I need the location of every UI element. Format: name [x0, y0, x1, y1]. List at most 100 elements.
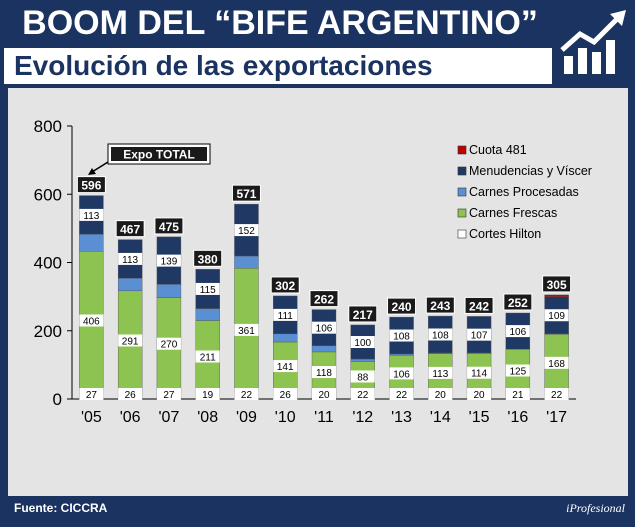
total-label: 571: [236, 187, 256, 201]
bar-segment: [234, 255, 259, 269]
x-tick-label: '05: [81, 409, 102, 426]
data-label-box: [389, 367, 414, 380]
data-label: 19: [202, 390, 214, 401]
data-label: 108: [393, 332, 410, 343]
data-label-box: [273, 388, 298, 400]
y-tick-label: 600: [34, 185, 62, 204]
data-label: 406: [83, 317, 100, 328]
bar-segment: [389, 353, 414, 356]
data-label: 88: [357, 372, 369, 383]
data-label: 141: [277, 362, 294, 373]
legend-label: Carnes Procesadas: [469, 185, 579, 199]
data-label-box: [505, 325, 530, 338]
data-label-box: [234, 323, 259, 336]
legend-label: Cuota 481: [469, 143, 527, 157]
data-label: 107: [471, 331, 488, 342]
data-label: 125: [510, 367, 527, 378]
data-label: 113: [83, 211, 99, 222]
data-label-box: [467, 366, 492, 379]
data-label-box: [389, 329, 414, 342]
page-title: BOOM DEL “BIFE ARGENTINO”: [22, 4, 538, 42]
data-label-box: [79, 388, 104, 400]
total-label: 262: [314, 293, 334, 307]
total-label: 240: [392, 300, 412, 314]
data-label-box: [312, 388, 336, 400]
data-label-box: [350, 388, 375, 400]
legend-label: Cortes Hilton: [469, 227, 541, 241]
data-label-box: [234, 224, 259, 237]
data-label: 20: [318, 390, 330, 401]
bar-segment: [79, 233, 104, 252]
source-note: Fuente: CICCRA: [14, 501, 108, 515]
data-label-box: [195, 350, 220, 363]
x-tick-label: '13: [391, 409, 412, 426]
data-label-box: [428, 366, 453, 379]
x-tick-label: '09: [236, 409, 257, 426]
total-label-box: [387, 297, 417, 315]
data-label-box: [118, 388, 143, 400]
x-tick-label: '16: [507, 409, 528, 426]
bar-segment: [195, 308, 220, 321]
x-tick-label: '12: [352, 409, 373, 426]
x-tick-label: '11: [314, 409, 334, 426]
total-label-box: [309, 290, 339, 308]
data-label-box: [273, 308, 298, 321]
total-label: 467: [120, 223, 140, 237]
legend-swatch: [457, 187, 467, 197]
bar-segment: [350, 358, 375, 362]
data-label: 106: [316, 324, 333, 335]
expo-total-label: Expo TOTAL: [123, 148, 195, 162]
data-label-box: [389, 388, 414, 400]
data-label: 106: [510, 327, 527, 338]
total-label-box: [503, 293, 533, 311]
data-label: 27: [163, 390, 175, 401]
legend-swatch: [457, 166, 467, 176]
data-label-box: [273, 360, 298, 373]
growth-chart-arrow-icon: [558, 6, 632, 80]
data-label: 22: [241, 390, 253, 401]
data-label-box: [79, 314, 104, 327]
total-label: 596: [81, 179, 101, 193]
legend-label: Carnes Frescas: [469, 206, 557, 220]
data-label-box: [312, 366, 336, 379]
data-label: 22: [551, 390, 563, 401]
data-label: 113: [122, 255, 138, 266]
total-label-box: [76, 176, 106, 194]
y-tick-label: 400: [34, 254, 62, 273]
y-tick-label: 200: [34, 322, 62, 341]
x-tick-label: '17: [546, 409, 567, 426]
x-tick-label: '08: [197, 409, 218, 426]
total-label: 305: [547, 278, 567, 292]
total-label: 475: [159, 220, 179, 234]
data-label-box: [544, 356, 569, 369]
data-label: 22: [396, 390, 408, 401]
data-label-box: [156, 388, 181, 400]
total-label: 380: [198, 252, 218, 266]
total-label: 242: [469, 299, 489, 313]
x-tick-label: '14: [430, 409, 451, 426]
total-label-box: [542, 275, 572, 293]
legend-swatch: [457, 208, 467, 218]
x-tick-label: '15: [469, 409, 490, 426]
data-label-box: [544, 309, 569, 322]
data-label-box: [428, 388, 453, 400]
data-label-box: [79, 208, 104, 221]
data-label: 139: [161, 257, 178, 268]
data-label-box: [428, 328, 453, 341]
data-label: 115: [200, 285, 216, 296]
data-label: 168: [548, 359, 565, 370]
total-label-box: [115, 220, 145, 238]
total-label-box: [193, 249, 223, 267]
x-tick-label: '10: [275, 409, 296, 426]
data-label: 26: [125, 390, 137, 401]
data-label: 113: [432, 369, 448, 380]
data-label-box: [195, 388, 220, 400]
bar-segment: [311, 345, 337, 353]
data-label-box: [195, 282, 220, 295]
total-label-box: [348, 305, 378, 323]
total-label-box: [154, 217, 184, 235]
brand-logo: iProfesional: [566, 501, 625, 515]
data-label-box: [350, 370, 375, 383]
total-label: 243: [430, 299, 450, 313]
total-label-box: [270, 276, 300, 294]
